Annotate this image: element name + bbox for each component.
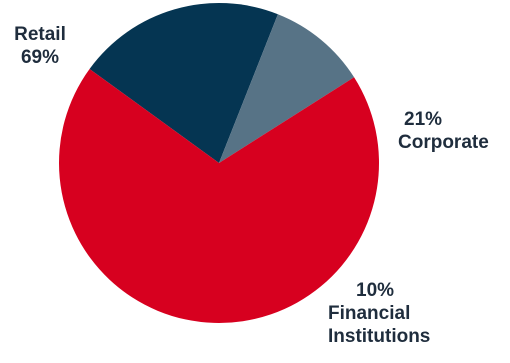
slice-pct-retail: 69%	[20, 46, 60, 68]
slice-name-financial-institutions: Financial Institutions	[328, 302, 431, 347]
slice-label-corporate: 21% Corporate	[398, 109, 489, 155]
slice-name-retail: Retail	[14, 24, 66, 45]
slice-pct-corporate: 21%	[404, 109, 443, 130]
pie-slice-financial-institutions	[219, 14, 355, 163]
pie-slice-corporate	[89, 3, 278, 164]
slice-label-financial-institutions: 10% Financial Institutions	[328, 280, 430, 348]
slice-name-corporate: Corporate	[398, 131, 489, 153]
slice-pct-financial-institutions: 10%	[356, 280, 395, 301]
slice-label-retail: Retail 69%	[9, 24, 71, 70]
pie-slice-retail	[58, 68, 379, 323]
